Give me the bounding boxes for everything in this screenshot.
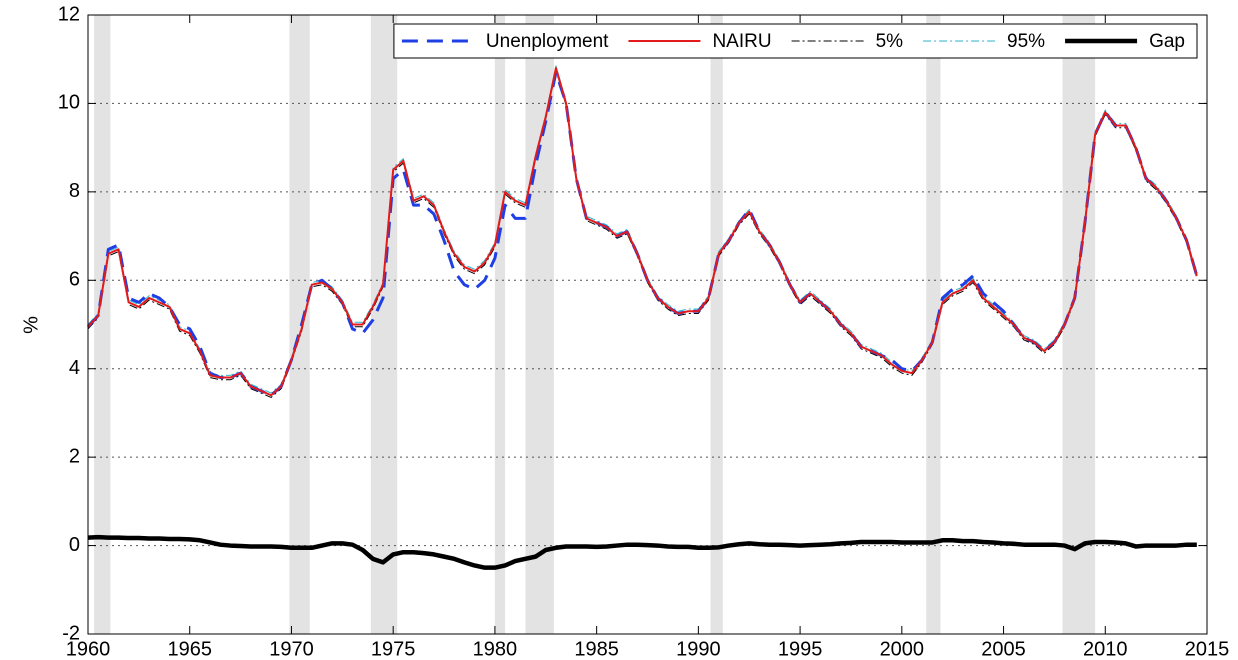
shaded-period [525,15,554,634]
y-tick-label: 4 [69,357,80,379]
shaded-period [710,15,723,634]
series-line [87,67,1198,397]
x-tick-label: 2010 [1083,638,1128,660]
x-tick-label: 1980 [473,638,518,660]
legend-label: Gap [1149,31,1185,52]
x-tick-label: 2005 [981,638,1026,660]
series-line [87,65,1198,394]
legend-label: 5% [876,31,904,52]
x-tick-label: 1995 [778,638,823,660]
y-tick-label: 8 [69,180,80,202]
y-tick-label: -2 [62,622,80,644]
x-tick-label: 2015 [1185,638,1230,660]
y-tick-label: 10 [58,92,80,114]
x-tick-label: 1970 [269,638,314,660]
plot-frame [87,14,1208,635]
shaded-period [1062,15,1096,634]
series-line [87,69,1198,398]
x-tick-label: 1990 [676,638,721,660]
y-tick-label: 12 [58,3,80,25]
shaded-period [494,15,506,634]
x-tick-label: 1960 [66,638,111,660]
y-tick-label: 0 [69,534,80,556]
series-line [87,534,1197,570]
x-tick-label: 1965 [167,638,212,660]
shaded-period [926,15,941,634]
y-tick-label: 2 [69,445,80,467]
shaded-period [94,15,111,634]
x-tick-label: 1975 [371,638,416,660]
shaded-period [289,15,310,634]
series-line [86,70,1199,397]
y-tick-label: 6 [69,269,80,291]
shaded-period [370,15,398,634]
legend-label: 95% [1007,31,1045,52]
y-axis-label: % [20,316,42,334]
x-tick-label: 1985 [574,638,619,660]
legend-label: Unenployment [486,31,609,52]
legend: Unenployment NAIRU 5% 95% Gap [393,23,1198,59]
legend-label: NAIRU [712,31,771,52]
x-tick-label: 2000 [880,638,925,660]
